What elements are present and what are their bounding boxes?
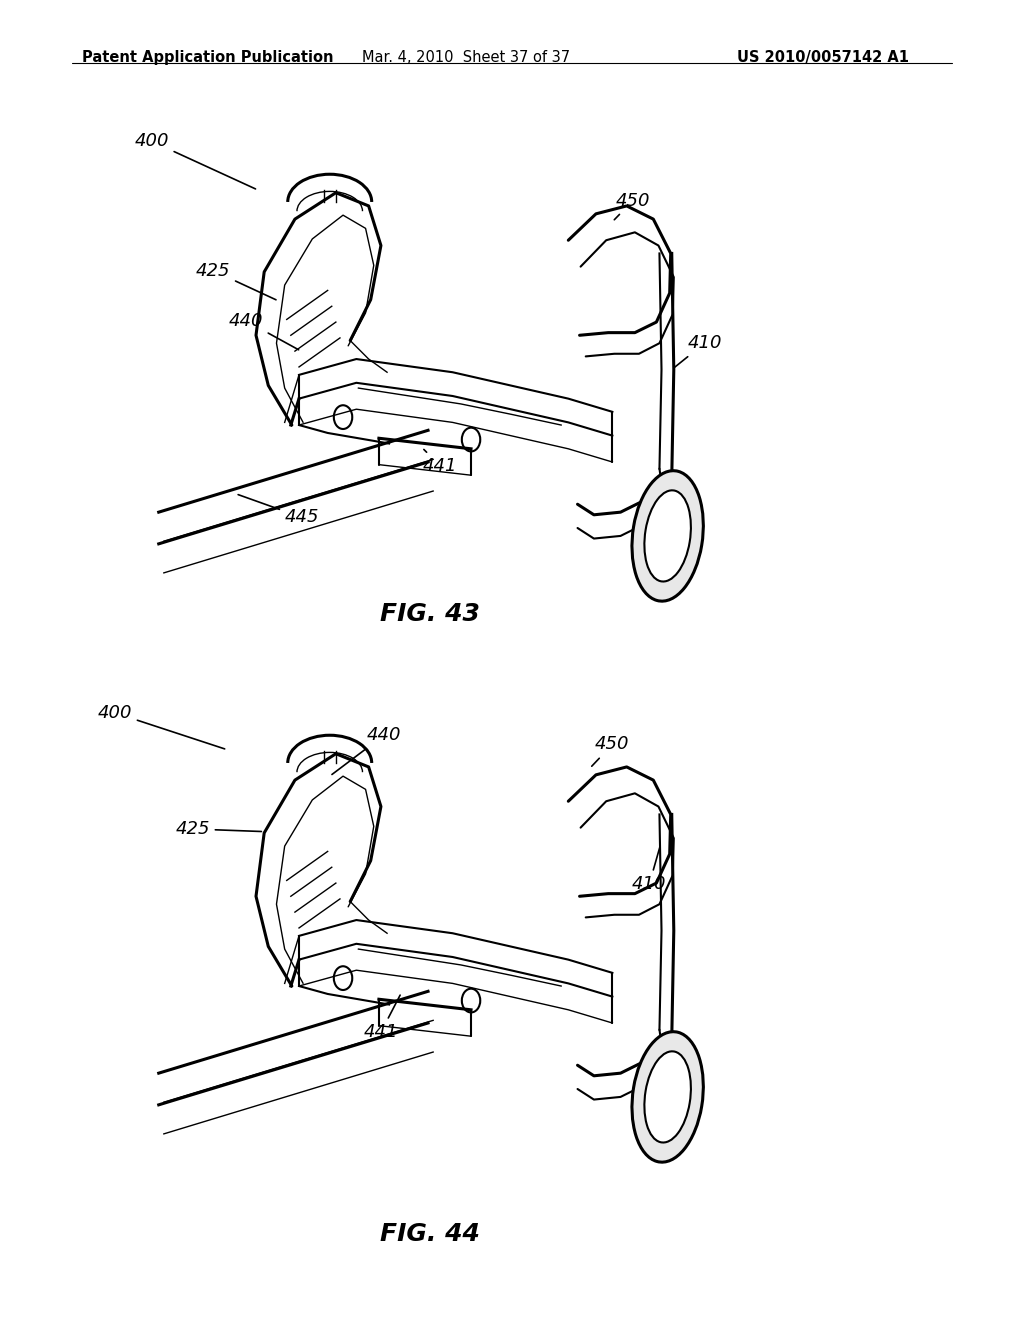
Ellipse shape <box>632 471 703 601</box>
Ellipse shape <box>632 1032 703 1162</box>
Text: Patent Application Publication: Patent Application Publication <box>82 50 334 65</box>
Text: US 2010/0057142 A1: US 2010/0057142 A1 <box>737 50 909 65</box>
Text: 441: 441 <box>423 449 458 475</box>
Text: 400: 400 <box>134 132 256 189</box>
Text: 410: 410 <box>674 334 722 368</box>
Text: 400: 400 <box>97 704 224 748</box>
Text: FIG. 43: FIG. 43 <box>380 602 480 626</box>
Text: 450: 450 <box>592 735 630 766</box>
Text: 410: 410 <box>632 847 667 894</box>
Text: 425: 425 <box>175 820 261 838</box>
Text: 440: 440 <box>332 726 401 775</box>
Text: 450: 450 <box>614 191 650 219</box>
Text: 440: 440 <box>228 312 299 350</box>
Text: 445: 445 <box>239 495 319 527</box>
Ellipse shape <box>644 1051 691 1143</box>
Ellipse shape <box>644 490 691 582</box>
Text: 441: 441 <box>364 995 400 1041</box>
Text: 425: 425 <box>196 261 276 300</box>
Text: FIG. 44: FIG. 44 <box>380 1222 480 1246</box>
Text: Mar. 4, 2010  Sheet 37 of 37: Mar. 4, 2010 Sheet 37 of 37 <box>361 50 570 65</box>
